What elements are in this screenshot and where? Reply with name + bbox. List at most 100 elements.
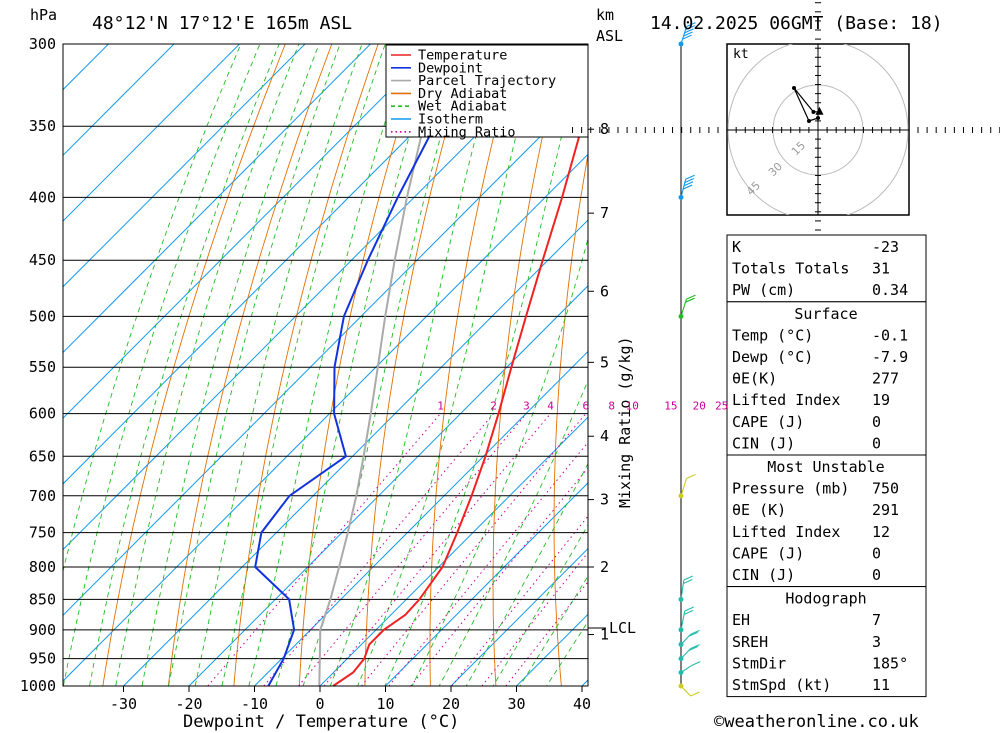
wet-adiabat-lines (63, 44, 588, 686)
hodograph-unit: kt (733, 47, 749, 62)
isotherm-line (450, 547, 588, 686)
indices-row-value: 0 (872, 544, 881, 562)
wet-adiabat-line (357, 44, 541, 686)
wind-barb-flag (686, 22, 696, 28)
x-tick-label: 0 (315, 695, 324, 713)
indices-row-label: CAPE (J) (732, 413, 804, 431)
wind-level-dot (678, 194, 684, 200)
wind-barb-flag (683, 578, 693, 585)
indices-section-header: Hodograph (785, 590, 866, 608)
km-tick-label: 2 (600, 558, 609, 576)
pressure-tick-label: 550 (29, 358, 56, 376)
isotherm-line (0, 7, 14, 712)
mixing-ratio-label: 20 (693, 400, 706, 413)
wind-level-dot (678, 627, 684, 633)
wind-level-dot (678, 669, 684, 675)
mixing-ratio-lines (207, 413, 588, 686)
legend-entry-label: Temperature (418, 48, 507, 64)
wet-adiabat-line (329, 44, 502, 686)
isotherm-line (63, 44, 372, 354)
wind-barb-flag (690, 644, 700, 650)
indices-row-value: 0 (872, 434, 881, 452)
dewpoint-line (254, 44, 477, 686)
indices-row-value: 0.34 (872, 281, 908, 299)
indices-row-label: SREH (732, 633, 768, 651)
indices-row-label: Temp (°C) (732, 326, 813, 344)
indices-row-label: Lifted Index (732, 523, 840, 541)
x-tick-label: 10 (376, 695, 394, 713)
km-unit-asl: ASL (596, 27, 623, 45)
indices-row-value: 3 (872, 633, 881, 651)
wind-barb-flag (683, 575, 694, 581)
dry-adiabat-line (298, 44, 426, 686)
indices-row-value: 7 (872, 611, 881, 629)
dry-adiabat-line (233, 44, 379, 686)
indices-row-value: 0 (872, 413, 881, 431)
legend-entry-label: Mixing Ratio (418, 124, 516, 140)
isotherm-line (63, 44, 175, 157)
legend-entry-label: Wet Adiabat (418, 99, 507, 115)
wind-barb-flag (685, 25, 695, 31)
legend-entry-label: Dry Adiabat (418, 86, 507, 102)
dry-adiabat-line (981, 7, 1000, 712)
wind-barb-flag (682, 184, 693, 190)
indices-row-value: 31 (872, 260, 890, 278)
wet-adiabat-line (63, 44, 261, 686)
indices-section-box (726, 301, 927, 456)
x-tick-label: -20 (175, 695, 202, 713)
wind-barb-flag (683, 31, 693, 37)
dry-adiabat-line (492, 44, 565, 686)
indices-section-box (726, 586, 927, 698)
mixing-ratio-label: 3 (523, 400, 530, 413)
indices-row-value: -0.1 (872, 326, 908, 344)
km-tick-label: 4 (600, 427, 609, 445)
sounding-profiles (254, 44, 588, 686)
wind-barb-flag (688, 645, 699, 651)
x-tick-label: 30 (507, 695, 525, 713)
indices-row-label: StmSpd (kt) (732, 676, 831, 694)
indices-row-label: CIN (J) (732, 566, 795, 584)
isotherm-line (63, 44, 241, 222)
legend-entry-label: Parcel Trajectory (418, 73, 556, 89)
wind-level-dot (678, 313, 684, 319)
pressure-tick-label: 850 (29, 590, 56, 608)
dry-adiabat-lines (102, 7, 1000, 712)
hodograph-point (807, 119, 811, 123)
storm-motion-marker (815, 106, 824, 115)
wind-barb-flag (685, 174, 695, 180)
pressure-tick-label: 950 (29, 650, 56, 668)
indices-row-label: EH (732, 611, 750, 629)
wind-barb-flag (688, 631, 699, 637)
wet-adiabat-line (194, 44, 363, 686)
dry-adiabat-line (670, 7, 710, 712)
dry-adiabat-line (167, 44, 333, 686)
wind-level-dot (678, 656, 684, 662)
wet-adiabat-line (519, 575, 588, 686)
wind-barb-flag (682, 34, 692, 40)
indices-row-value: 185° (872, 654, 908, 672)
dry-adiabat-line (553, 152, 588, 686)
km-tick-label: 8 (600, 120, 609, 138)
mixing-ratio-label: 2 (490, 400, 497, 413)
indices-row-value: 277 (872, 370, 899, 388)
wind-barb-flag (690, 629, 700, 635)
mixing-ratio-line (410, 466, 588, 686)
isotherm-line (63, 44, 437, 419)
pressure-tick-label: 400 (29, 188, 56, 206)
wet-adiabat-line (248, 44, 411, 686)
pressure-unit: hPa (30, 6, 57, 24)
wind-barb-flag (684, 28, 694, 34)
pressure-tick-label: 650 (29, 447, 56, 465)
mixing-ratio-line (388, 441, 588, 686)
pressure-tick-label: 350 (29, 117, 56, 135)
wind-level-dot (678, 41, 684, 47)
pressure-tick-label: 500 (29, 307, 56, 325)
indices-section-header: Surface (794, 305, 857, 323)
indices-row-label: Lifted Index (732, 391, 840, 409)
indices-section-header: Most Unstable (767, 458, 884, 476)
dry-adiabat-line (102, 44, 286, 686)
x-tick-label: -30 (110, 695, 137, 713)
indices-row-label: CIN (J) (732, 434, 795, 452)
wind-barb-flag (686, 473, 696, 479)
